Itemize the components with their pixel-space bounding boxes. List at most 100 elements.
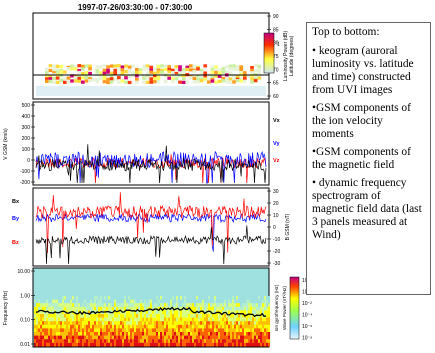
- spectrogram-cell: [76, 310, 79, 315]
- spectrogram-cell: [124, 314, 127, 318]
- spectrogram-cell: [232, 296, 235, 300]
- spectrogram-cell: [192, 299, 195, 304]
- spectrogram-cell: [126, 317, 129, 322]
- spectrogram-cell: [52, 328, 55, 333]
- spectrogram-cell: [246, 339, 249, 343]
- spectrogram-cell: [80, 339, 83, 343]
- spectrogram-cell: [164, 342, 167, 347]
- spectrogram-cell: [102, 321, 105, 325]
- spectrogram-cell: [52, 324, 55, 329]
- keogram-cell: [145, 67, 150, 71]
- spectrogram-cell: [152, 342, 155, 347]
- spectrogram-cell: [68, 332, 71, 336]
- keogram-cell: [257, 64, 262, 69]
- spectrogram-cell: [192, 339, 195, 343]
- spectrogram-cell: [188, 310, 191, 315]
- spectrogram-cell: [78, 321, 81, 325]
- spectrogram-cell: [256, 310, 259, 315]
- spectrogram-cell: [208, 328, 211, 333]
- spectrogram-cell: [256, 328, 259, 333]
- spectrogram-cell: [102, 314, 105, 318]
- spectrogram-cell: [36, 332, 39, 336]
- spectrogram-cell: [38, 299, 41, 304]
- spectrogram-cell: [196, 317, 199, 322]
- spectrogram-cell: [148, 342, 151, 347]
- spectrogram-cell: [192, 314, 195, 318]
- spectrogram-cell: [106, 328, 109, 333]
- spectrogram-cell: [216, 332, 219, 336]
- keogram-cell: [131, 64, 136, 68]
- spectrogram-cell: [76, 303, 79, 307]
- spectrogram-cell: [236, 335, 239, 340]
- spectrogram-cell: [264, 342, 267, 347]
- spectrogram-cell: [146, 321, 149, 325]
- spectrogram-cell: [62, 339, 65, 343]
- spectrogram-cell: [134, 306, 137, 311]
- caption-item-ion-velocity: •GSM components of the ion velocity mome…: [312, 102, 411, 140]
- spectrogram-cell: [88, 339, 91, 343]
- spectrogram-cell: [214, 339, 217, 343]
- spectrogram-cell: [106, 342, 109, 347]
- spectrogram-cell: [72, 306, 75, 311]
- spectrogram-cell: [140, 310, 143, 315]
- spectrogram-cell: [108, 321, 111, 325]
- spectrogram-cell: [36, 321, 39, 325]
- spectrogram-cell: [228, 296, 231, 300]
- spectrogram-cell: [232, 306, 235, 311]
- keogram-cell: [102, 80, 107, 84]
- spectrogram-cell: [78, 314, 81, 318]
- spectrogram-cell: [144, 296, 147, 300]
- spectrogram-cell: [68, 299, 71, 304]
- spectrogram-cell: [162, 317, 165, 322]
- spectrogram-cell: [106, 332, 109, 336]
- spectrogram-cell: [194, 317, 197, 322]
- keogram-cell: [59, 68, 64, 73]
- spectrogram-cell: [136, 321, 139, 325]
- spectrogram-cell: [114, 299, 117, 304]
- spectrogram-cell: [82, 321, 85, 325]
- keogram-cell: [199, 68, 204, 72]
- spectrogram-cell: [158, 314, 161, 318]
- spectrogram-cell: [156, 321, 159, 325]
- spectrogram-cell: [80, 303, 83, 307]
- spectrogram-cell: [234, 310, 237, 315]
- spectrogram-cell: [224, 335, 227, 340]
- spectrogram-cell: [184, 324, 187, 329]
- spectrogram-cell: [214, 324, 217, 329]
- spectrogram-cell: [98, 335, 101, 340]
- keogram-colorbar-label: Luminosity Power (dB): [283, 31, 289, 82]
- spectrogram-cell: [254, 310, 257, 315]
- spectrogram-cell: [90, 303, 93, 307]
- spectrogram-cell: [190, 310, 193, 315]
- spectrogram-cell: [264, 306, 267, 311]
- spectrogram-cell: [140, 314, 143, 318]
- spectrogram-cell: [244, 310, 247, 315]
- spectrogram-cell: [196, 321, 199, 325]
- spectrogram-cell: [118, 335, 121, 340]
- spectrogram-cell: [238, 332, 241, 336]
- spectrogram-cell: [184, 314, 187, 318]
- spectrogram-cell: [158, 339, 161, 343]
- spectrogram-cell: [164, 321, 167, 325]
- spectrogram-cell: [128, 339, 131, 343]
- spectrogram-cell: [198, 332, 201, 336]
- keogram-cell: [250, 71, 254, 75]
- spectrogram-cell: [106, 303, 109, 307]
- spectrogram-cell: [60, 324, 63, 329]
- y-tick-label: -20: [273, 249, 280, 255]
- spectrogram-cell: [130, 335, 133, 340]
- spectrogram-cell: [114, 310, 117, 315]
- spectrogram-cell: [64, 303, 67, 307]
- spectrogram-cell: [44, 296, 47, 300]
- spectrogram-cell: [174, 324, 177, 329]
- spectrogram-cell: [254, 328, 257, 333]
- spectrogram-cell: [172, 332, 175, 336]
- spectrogram-cell: [120, 335, 123, 340]
- spectrogram-cell: [36, 296, 39, 300]
- spectrogram-cell: [268, 306, 271, 311]
- keogram-cell: [257, 71, 262, 75]
- keogram-cell: [149, 77, 154, 81]
- keogram-cell: [217, 68, 222, 73]
- spectrogram-cell: [164, 324, 167, 329]
- spectrogram-cell: [230, 314, 233, 318]
